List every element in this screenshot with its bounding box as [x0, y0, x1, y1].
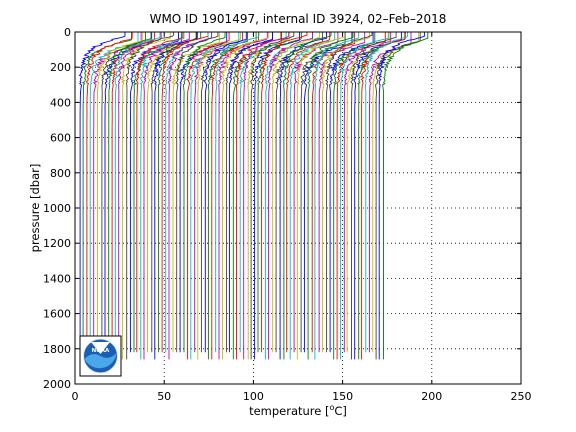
profile-line: [196, 32, 241, 360]
profile-line: [311, 32, 356, 353]
x-tick-label: 150: [332, 390, 353, 403]
profile-line: [117, 32, 162, 360]
profile-line: [85, 32, 133, 360]
profile-line: [264, 32, 314, 360]
profile-line: [114, 32, 161, 353]
profile-line: [324, 32, 373, 353]
x-axis-label: temperature [oC]: [249, 403, 347, 418]
profile-line: [215, 32, 260, 353]
profile-line: [375, 32, 421, 360]
profile-line: [161, 32, 209, 353]
profile-line: [111, 32, 155, 360]
profile-line: [246, 32, 291, 360]
profile-line: [289, 32, 336, 360]
profile-line: [296, 32, 346, 360]
profile-line: [271, 32, 320, 353]
x-tick-label: 50: [157, 390, 171, 403]
profile-line: [364, 32, 409, 353]
noaa-logo-wave: [84, 353, 117, 369]
profile-line: [175, 32, 219, 353]
profile-line: [250, 32, 295, 360]
profile-line: [221, 32, 270, 360]
profile-line: [228, 32, 273, 353]
profile-line: [200, 32, 248, 353]
y-tick-label: 1600: [43, 308, 71, 321]
profile-line: [382, 32, 429, 360]
profile-line: [336, 32, 386, 360]
profile-line: [210, 32, 259, 360]
profile-line: [204, 32, 247, 353]
noaa-logo: NOAA: [79, 335, 122, 377]
x-tick-label: 0: [72, 390, 79, 403]
y-tick-label: 1800: [43, 343, 71, 356]
profile-line: [321, 32, 371, 353]
y-tick-label: 800: [50, 167, 71, 180]
profile-line: [283, 32, 332, 360]
y-tick-label: 1000: [43, 202, 71, 215]
profile-line: [167, 32, 212, 360]
x-axis-label-unit: C]: [334, 404, 347, 418]
profile-line: [238, 32, 287, 353]
profile-line: [318, 32, 366, 353]
profile-line: [96, 32, 144, 353]
y-tick-label: 400: [50, 96, 71, 109]
plot-area: [75, 32, 521, 384]
ticks-layer: 0 50 100 150 200 250 0 200 400 600 800 1000 1200 1400…: [43, 26, 532, 403]
profile-line: [256, 32, 302, 353]
profile-line: [353, 32, 402, 360]
profile-line: [139, 32, 185, 360]
noaa-logo-bird: [91, 342, 110, 354]
profile-line: [157, 32, 202, 353]
x-tick-label: 250: [511, 390, 532, 403]
profile-line: [150, 32, 198, 353]
grid-layer: [75, 32, 521, 384]
profile-line: [307, 32, 354, 360]
x-tick-label: 100: [243, 390, 264, 403]
y-tick-label: 200: [50, 61, 71, 74]
y-tick-label: 1200: [43, 237, 71, 250]
noaa-logo-text: NOAA: [92, 348, 110, 354]
profile-line: [125, 32, 175, 360]
profile-line: [182, 32, 226, 353]
profile-line: [339, 32, 389, 360]
profiles-layer: [78, 32, 429, 360]
profile-line: [242, 32, 290, 360]
profile-line: [135, 32, 184, 353]
profile-line: [274, 32, 324, 353]
profile-line: [300, 32, 346, 353]
profile-line: [279, 32, 327, 360]
y-tick-label: 2000: [43, 378, 71, 391]
x-tick-label: 200: [421, 390, 442, 403]
profile-line: [377, 32, 425, 360]
profile-line: [142, 32, 190, 360]
profile-line: [207, 32, 257, 360]
profile-line: [329, 32, 374, 353]
profile-line: [314, 32, 360, 360]
profile-line: [343, 32, 392, 353]
profile-line: [107, 32, 153, 353]
profile-line: [104, 32, 152, 353]
profile-line: [89, 32, 139, 353]
y-tick-label: 600: [50, 132, 71, 145]
y-axis-label: pressure [dbar]: [28, 164, 42, 253]
x-axis-label-main: temperature [: [249, 404, 329, 418]
y-tick-label: 0: [64, 26, 71, 39]
profile-line: [78, 32, 126, 360]
x-axis-label-degree: o: [330, 403, 335, 412]
profile-line: [186, 32, 230, 360]
y-tick-label: 1400: [43, 272, 71, 285]
chart-title: WMO ID 1901497, internal ID 3924, 02–Feb…: [150, 12, 447, 26]
profile-line: [129, 32, 179, 353]
profile-line: [350, 32, 397, 360]
profile-line: [253, 32, 301, 360]
profile-line: [260, 32, 308, 353]
